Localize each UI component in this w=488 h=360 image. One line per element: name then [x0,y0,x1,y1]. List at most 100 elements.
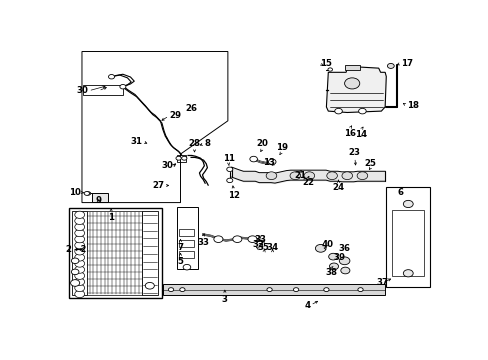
Text: 21: 21 [294,171,306,180]
Bar [391,210,423,276]
Circle shape [120,85,126,89]
Text: 28: 28 [188,139,200,148]
Text: 34: 34 [266,243,278,252]
Bar [87,211,142,296]
Circle shape [70,280,80,286]
Text: 14: 14 [354,130,366,139]
Text: ←2: ←2 [74,245,86,254]
Text: 37: 37 [376,279,388,288]
Text: 7: 7 [177,243,183,252]
Text: 36: 36 [338,244,350,253]
Text: 33: 33 [254,235,265,244]
Circle shape [71,258,79,264]
Text: 35: 35 [257,243,269,252]
Text: 8: 8 [204,139,210,148]
Bar [179,251,193,258]
Bar [68,208,161,298]
Circle shape [75,235,84,243]
Circle shape [403,201,412,208]
Circle shape [75,260,84,267]
Circle shape [183,264,190,270]
Bar [344,64,359,69]
Text: 1: 1 [108,213,114,222]
Circle shape [108,75,114,79]
Circle shape [86,192,90,195]
Text: 11: 11 [222,154,234,163]
Circle shape [249,156,257,162]
Text: 29: 29 [169,111,181,120]
Bar [83,85,122,95]
Text: 27: 27 [152,181,164,190]
Text: 10: 10 [69,188,81,197]
Polygon shape [326,67,386,112]
Text: 2: 2 [65,245,72,254]
Text: 30: 30 [161,161,173,170]
Circle shape [326,172,337,180]
Text: 12: 12 [227,191,239,200]
Circle shape [75,291,84,298]
Circle shape [327,68,332,71]
Bar [176,207,197,269]
Circle shape [213,236,223,243]
Text: 13: 13 [263,158,275,167]
Text: 18: 18 [406,101,418,110]
Text: 38: 38 [325,268,336,277]
Text: 17: 17 [401,59,413,68]
Text: 3: 3 [222,295,227,304]
Circle shape [226,167,232,172]
Circle shape [304,172,314,180]
Circle shape [341,172,352,180]
Circle shape [265,172,276,180]
Text: 5: 5 [177,257,183,266]
Circle shape [75,217,84,225]
Circle shape [340,267,349,274]
Circle shape [176,156,181,160]
Text: 24: 24 [332,183,344,192]
Circle shape [328,253,337,260]
Text: 31: 31 [130,137,142,146]
Text: 20: 20 [256,139,268,148]
Circle shape [75,254,84,261]
Circle shape [266,288,272,292]
Circle shape [75,211,84,219]
Text: 25: 25 [363,159,375,168]
Circle shape [289,172,300,180]
Circle shape [232,236,242,243]
Text: 19: 19 [275,143,287,152]
Circle shape [75,266,84,273]
Bar [179,240,193,247]
Bar [176,155,186,162]
Bar [142,211,158,296]
Bar [163,284,385,296]
Circle shape [75,223,84,231]
Circle shape [75,229,84,237]
Circle shape [75,272,84,279]
Circle shape [315,244,325,252]
Text: 30: 30 [77,86,88,95]
Circle shape [356,172,367,180]
Circle shape [75,248,84,255]
Circle shape [323,288,328,292]
Circle shape [358,108,366,114]
Text: 33: 33 [197,238,209,247]
Circle shape [75,242,84,249]
Text: 22: 22 [302,177,314,186]
Circle shape [84,192,89,195]
Text: 40: 40 [321,240,332,249]
Circle shape [75,278,84,285]
Circle shape [180,288,184,292]
Circle shape [357,288,363,292]
Circle shape [334,108,342,114]
Circle shape [268,159,275,165]
Bar [179,229,193,236]
Circle shape [403,270,412,277]
Circle shape [145,283,154,289]
Circle shape [168,288,173,292]
Circle shape [293,288,298,292]
Circle shape [329,263,338,270]
Bar [92,193,108,202]
Bar [386,187,429,287]
Circle shape [181,156,186,160]
Text: 15: 15 [319,59,331,68]
Circle shape [75,284,84,292]
